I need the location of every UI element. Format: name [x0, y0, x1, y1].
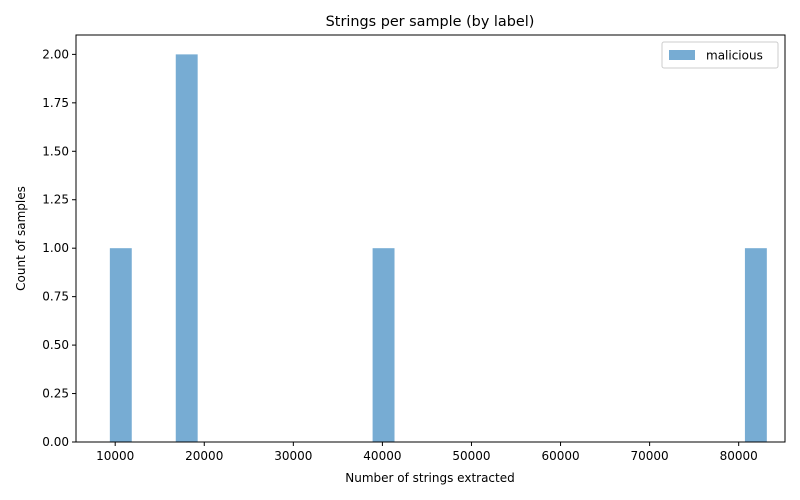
- x-tick-label: 80000: [720, 449, 758, 463]
- x-tick-label: 70000: [631, 449, 669, 463]
- y-axis: 0.00 0.25 0.50 0.75 1.00 1.25 1.50 1.75 2.00: [42, 47, 76, 449]
- x-tick-label: 40000: [363, 449, 401, 463]
- legend: malicious: [661, 41, 779, 69]
- y-tick-label: 0.00: [42, 435, 69, 449]
- y-tick-label: 1.50: [42, 144, 69, 158]
- histogram-bar: [744, 248, 767, 442]
- y-axis-title: Count of samples: [14, 186, 28, 291]
- y-tick-label: 2.00: [42, 47, 69, 61]
- x-tick-label: 20000: [185, 449, 223, 463]
- plot-frame: [75, 34, 786, 443]
- y-tick-label: 0.50: [42, 338, 69, 352]
- x-axis-title: Number of strings extracted: [345, 471, 514, 485]
- x-tick-label: 60000: [541, 449, 579, 463]
- histogram-bar: [109, 248, 132, 442]
- histogram-bar: [372, 248, 395, 442]
- legend-frame: [661, 41, 779, 69]
- legend-swatch: [669, 50, 695, 60]
- x-axis: 10000 20000 30000 40000 50000 60000 70000 80000: [96, 442, 758, 463]
- x-tick-label: 30000: [274, 449, 312, 463]
- y-tick-label: 1.00: [42, 241, 69, 255]
- y-tick-label: 0.25: [42, 387, 69, 401]
- y-tick-label: 1.25: [42, 193, 69, 207]
- y-tick-label: 1.75: [42, 96, 69, 110]
- x-tick-label: 50000: [452, 449, 490, 463]
- chart-title: Strings per sample (by label): [326, 14, 535, 30]
- histogram-bar: [175, 54, 198, 442]
- y-tick-label: 0.75: [42, 290, 69, 304]
- bars-layer: [109, 54, 767, 442]
- legend-label: malicious: [706, 49, 763, 63]
- x-tick-label: 10000: [96, 449, 134, 463]
